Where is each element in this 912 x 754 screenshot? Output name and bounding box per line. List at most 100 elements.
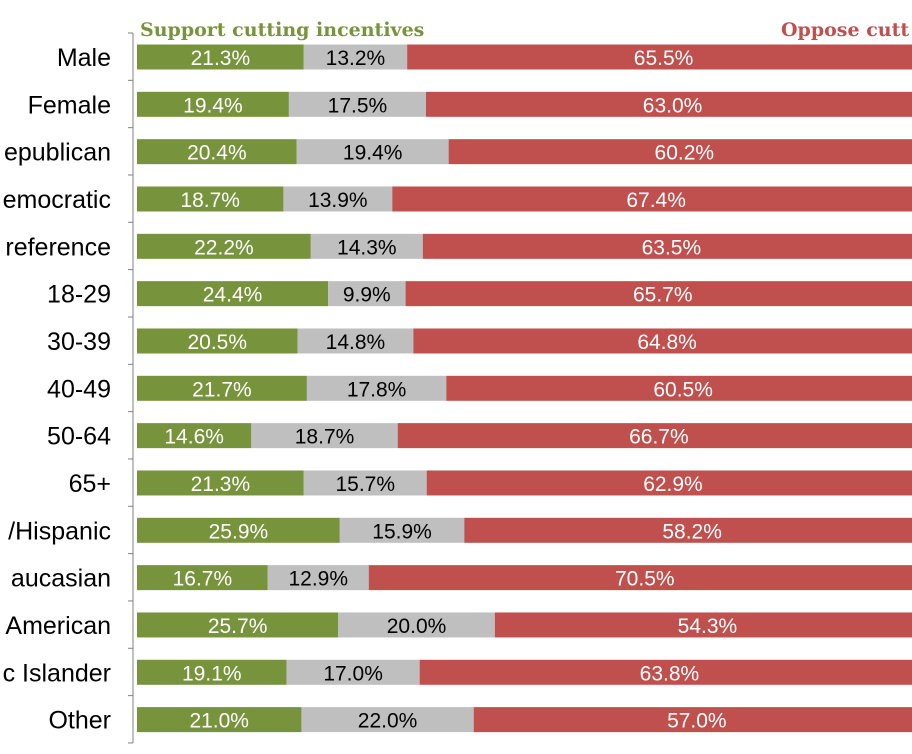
bar-value-label: 13.9% xyxy=(308,189,368,212)
bar-segment-support xyxy=(137,233,311,259)
category-label: reference xyxy=(5,233,111,261)
bar-segment-support xyxy=(137,328,298,354)
bar-value-label: 18.7% xyxy=(295,426,355,449)
bar-value-label: 20.4% xyxy=(187,142,247,165)
bar-value-label: 20.0% xyxy=(387,615,447,638)
category-label: Male xyxy=(57,44,111,72)
bar-value-label: 67.4% xyxy=(626,189,686,212)
bar-segment-neutral xyxy=(283,186,393,212)
bar-segment-support xyxy=(137,659,287,685)
bar-value-label: 22.0% xyxy=(358,710,418,733)
bar-segment-support xyxy=(137,707,302,733)
bar-value-label: 14.6% xyxy=(164,426,224,449)
bar-value-label: 17.8% xyxy=(347,378,407,401)
category-label: 30-39 xyxy=(47,328,111,356)
bar-segment-support xyxy=(137,423,252,449)
bar-segment-neutral xyxy=(306,375,447,401)
category-label: c Islander xyxy=(3,659,111,687)
bar-segment-neutral xyxy=(338,612,495,638)
bar-segment-support xyxy=(137,612,339,638)
category-label: 40-49 xyxy=(47,375,111,403)
bar-value-label: 25.9% xyxy=(209,520,269,543)
bar-segment-neutral xyxy=(286,659,420,685)
bar-segment-oppose xyxy=(446,375,912,401)
bar-value-label: 15.7% xyxy=(335,473,395,496)
bar-value-label: 14.3% xyxy=(337,236,397,259)
bar-segment-oppose xyxy=(419,659,912,685)
bar-segment-oppose xyxy=(413,328,912,354)
bar-segment-oppose xyxy=(448,139,912,165)
bar-value-label: 63.8% xyxy=(640,662,700,685)
legend-oppose-label: Oppose cutt xyxy=(781,19,909,41)
bar-segment-neutral xyxy=(303,44,408,70)
bar-segment-support xyxy=(137,565,268,591)
bar-value-label: 63.5% xyxy=(642,236,702,259)
bar-segment-oppose xyxy=(426,470,912,496)
bar-value-label: 21.7% xyxy=(192,378,252,401)
bar-segment-neutral xyxy=(310,233,423,259)
bar-value-label: 60.2% xyxy=(655,142,715,165)
bar-segment-support xyxy=(137,91,289,117)
bar-segment-neutral xyxy=(339,517,465,543)
bar-value-label: 17.0% xyxy=(323,662,383,685)
bar-segment-neutral xyxy=(303,470,427,496)
legend-support-label: Support cutting incentives xyxy=(140,19,424,41)
bar-value-label: 24.4% xyxy=(203,284,263,307)
category-labels: Male Female epublican emocratic reference 18-… xyxy=(3,44,111,735)
bar-value-label: 19.1% xyxy=(182,662,242,685)
bar-segment-support xyxy=(137,375,307,401)
bar-segment-oppose xyxy=(405,281,912,307)
bar-segment-oppose xyxy=(392,186,912,212)
category-label: Other xyxy=(48,707,111,735)
bar-value-label: 18.7% xyxy=(180,189,240,212)
bar-segment-neutral xyxy=(288,91,426,117)
bar-value-label: 19.4% xyxy=(343,142,403,165)
bar-segment-oppose xyxy=(397,423,912,449)
bar-value-label: 60.5% xyxy=(653,378,713,401)
bar-value-label: 66.7% xyxy=(629,426,689,449)
bar-value-label: 17.5% xyxy=(328,94,388,117)
bar-value-label: 21.0% xyxy=(189,710,249,733)
category-label: /Hispanic xyxy=(8,517,111,545)
category-label: emocratic xyxy=(3,186,111,214)
bar-segment-neutral xyxy=(297,328,414,354)
bar-segment-support xyxy=(137,281,329,307)
bar-value-label: 16.7% xyxy=(173,568,233,591)
bar-value-label: 22.2% xyxy=(194,236,254,259)
bar-segment-neutral xyxy=(251,423,398,449)
bar-segment-oppose xyxy=(425,91,912,117)
category-label: epublican xyxy=(4,139,111,167)
bar-segment-support xyxy=(137,139,297,165)
bar-value-label: 21.3% xyxy=(191,47,251,70)
bar-segment-oppose xyxy=(407,44,912,70)
bar-value-label: 12.9% xyxy=(288,568,348,591)
bar-segment-neutral xyxy=(296,139,449,165)
bar-value-label: 58.2% xyxy=(662,520,722,543)
bar-value-label: 9.9% xyxy=(343,284,391,307)
bar-value-label: 14.8% xyxy=(326,331,386,354)
bar-segment-support xyxy=(137,44,304,70)
category-label: 65+ xyxy=(69,470,111,498)
bar-value-label: 70.5% xyxy=(615,568,675,591)
category-label: 18-29 xyxy=(47,281,111,309)
bar-segment-oppose xyxy=(473,707,912,733)
value-labels: 21.3% 13.2% 65.5% 19.4% 17.5% 63.0% 20.4% 19.4%… xyxy=(164,47,737,733)
bar-value-label: 57.0% xyxy=(667,710,727,733)
bar-value-label: 65.7% xyxy=(633,284,693,307)
bar-value-label: 19.4% xyxy=(183,94,243,117)
category-label: aucasian xyxy=(11,565,111,593)
bar-segment-oppose xyxy=(422,233,912,259)
bar-segment-support xyxy=(137,470,304,496)
bar-value-label: 25.7% xyxy=(208,615,268,638)
category-label: 50-64 xyxy=(47,423,111,451)
bar-segment-oppose xyxy=(464,517,912,543)
bar-value-label: 15.9% xyxy=(372,520,432,543)
bar-value-label: 63.0% xyxy=(643,94,703,117)
legend: Support cutting incentives Oppose cutt xyxy=(140,19,909,41)
bar-segment-support xyxy=(137,186,284,212)
bar-value-label: 65.5% xyxy=(634,47,694,70)
bar-segment-oppose xyxy=(494,612,912,638)
bar-value-label: 64.8% xyxy=(637,331,697,354)
bar-segment-neutral xyxy=(301,707,474,733)
